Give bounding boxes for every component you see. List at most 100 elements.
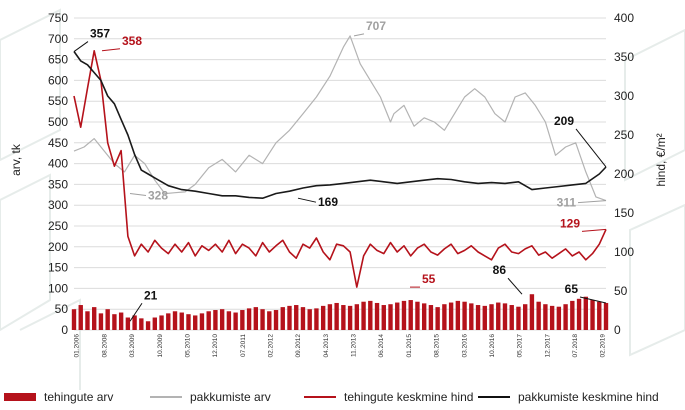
annotation-leader — [129, 193, 147, 197]
bar — [240, 310, 245, 330]
bar — [435, 307, 440, 330]
bar — [395, 302, 400, 330]
annotation-label: 311 — [557, 196, 577, 210]
annotation-label: 65 — [565, 282, 579, 296]
y2-tick-label: 300 — [614, 89, 634, 103]
legend-swatch-line — [478, 396, 510, 398]
annotation-leader — [507, 277, 523, 295]
y-tick-label: 750 — [48, 11, 68, 25]
bar — [166, 313, 171, 330]
bar — [374, 302, 380, 330]
bar — [287, 305, 292, 330]
annotation-leader — [577, 200, 607, 204]
bar — [415, 301, 420, 330]
x-tick-label: 10.2009 — [157, 334, 164, 358]
bar — [334, 302, 339, 330]
legend-item-tehingute-hind: tehingute keskmine hind — [304, 390, 473, 404]
bar — [314, 308, 319, 330]
bar — [294, 305, 299, 330]
y2-tick-label: 350 — [614, 50, 634, 64]
bar — [273, 310, 279, 330]
bar — [516, 306, 521, 330]
bar — [509, 305, 514, 330]
bar — [496, 302, 501, 330]
y-tick-label: 250 — [48, 219, 68, 233]
bar — [469, 303, 474, 330]
bar — [118, 312, 124, 330]
bar — [92, 307, 97, 330]
bar — [489, 304, 494, 330]
bar — [502, 303, 508, 330]
bar — [381, 305, 386, 330]
bar — [590, 300, 595, 330]
gridlines — [74, 17, 606, 331]
y-tick-label: 450 — [48, 136, 68, 150]
bar — [125, 317, 131, 330]
annotation-leader — [129, 302, 143, 322]
bar — [320, 305, 326, 330]
bar — [549, 305, 555, 330]
bar — [280, 307, 285, 330]
annotation-leader — [575, 128, 607, 168]
x-tick-label: 12.2010 — [212, 334, 219, 358]
x-tick-label: 05.2010 — [184, 334, 191, 358]
y2-tick-label: 50 — [614, 284, 628, 298]
bar — [597, 301, 602, 330]
y-tick-label: 600 — [48, 73, 68, 87]
y2-tick-label: 250 — [614, 128, 634, 142]
bar — [152, 317, 157, 330]
legend-label: tehingute keskmine hind — [344, 390, 474, 404]
bar — [603, 302, 609, 330]
y-tick-label: 350 — [48, 177, 68, 191]
bar — [428, 305, 434, 330]
bar — [78, 305, 83, 330]
bar — [583, 296, 588, 330]
bar — [347, 305, 353, 330]
bar — [563, 304, 568, 330]
bar — [71, 309, 77, 330]
x-tick-label: 05.2017 — [517, 334, 524, 358]
line-tehingute-hind — [73, 49, 607, 288]
y2-tick-label: 0 — [614, 323, 621, 337]
bar — [556, 306, 562, 330]
x-tick-label: 06.2014 — [378, 334, 385, 358]
y-tick-label: 550 — [48, 94, 68, 108]
legend-swatch-line — [304, 396, 336, 398]
bar — [159, 315, 164, 330]
bar — [341, 305, 346, 330]
annotation-leader — [581, 228, 607, 232]
y-tick-label: 100 — [48, 281, 68, 295]
legend-label: pakkumiste arv — [190, 390, 271, 404]
bar — [543, 304, 548, 330]
legend: tehingute arv pakkumiste arv tehingute k… — [0, 386, 685, 408]
bar — [139, 318, 144, 330]
bar — [482, 305, 487, 330]
y-tick-label: 150 — [48, 261, 68, 275]
bar — [442, 304, 447, 330]
bar — [327, 304, 333, 330]
bar — [219, 309, 225, 330]
x-tick-label: 02.2019 — [600, 334, 607, 358]
x-tick-label: 02.2012 — [268, 334, 275, 358]
annotation-label: 86 — [493, 263, 507, 277]
bar — [105, 309, 110, 330]
annotation-leader — [297, 197, 317, 203]
y2-tick-label: 100 — [614, 245, 634, 259]
bar — [260, 309, 265, 330]
bar — [455, 300, 461, 330]
annotation-label: 707 — [366, 19, 386, 33]
legend-swatch-bar — [4, 393, 36, 401]
line-pakkumiste-arv — [73, 35, 607, 202]
annotation-label: 169 — [318, 195, 338, 209]
bar — [172, 311, 178, 330]
bars-tehingute-arv — [71, 294, 609, 330]
bar — [475, 305, 481, 330]
x-tick-label: 07.2018 — [572, 334, 579, 358]
y-tick-label: 0 — [61, 323, 68, 337]
x-tick-label: 01.2006 — [74, 334, 81, 358]
bar — [132, 315, 137, 330]
x-tick-label: 12.2017 — [544, 334, 551, 358]
bar — [199, 313, 205, 330]
legend-item-pakkumiste-hind: pakkumiste keskmine hind — [478, 390, 659, 404]
